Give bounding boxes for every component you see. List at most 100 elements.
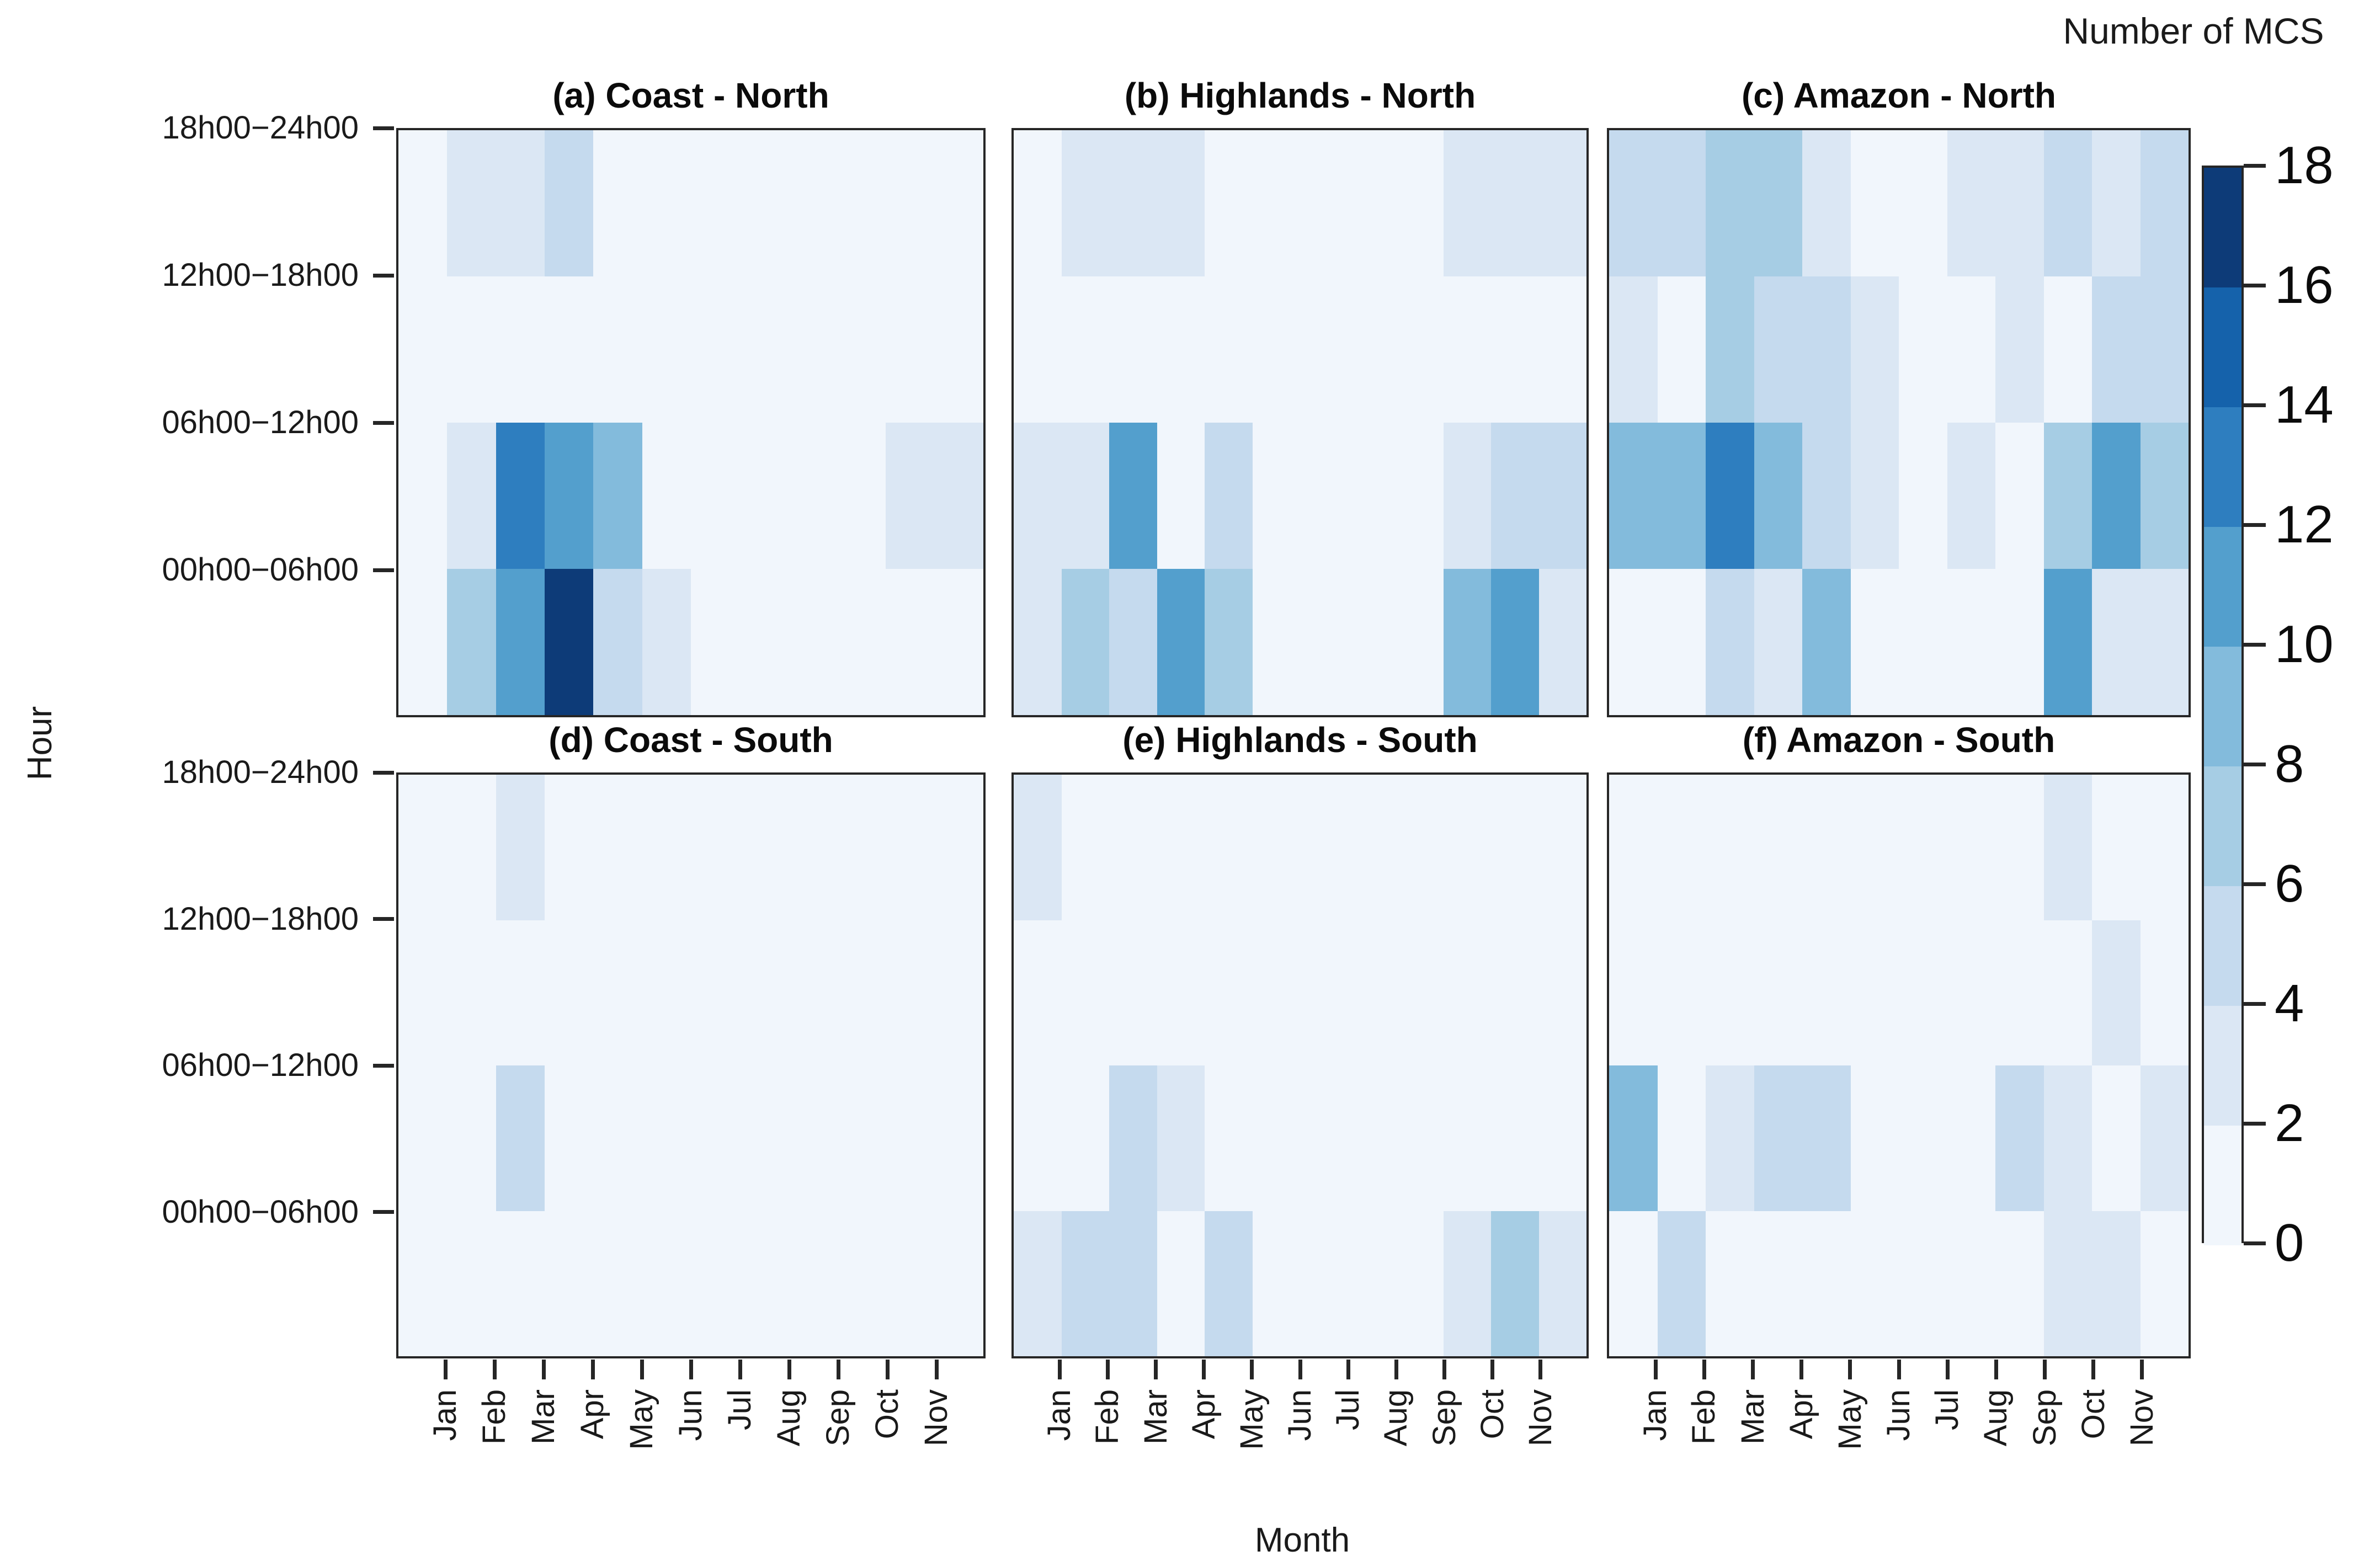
heatmap-cell: [2043, 1065, 2092, 1211]
colorbar-tick: [2244, 1121, 2266, 1126]
colorbar-segment: [2204, 287, 2241, 407]
heatmap-cell: [593, 423, 642, 569]
month-tick: [689, 1360, 693, 1379]
heatmap-cell: [593, 1065, 642, 1211]
colorbar-tick: [2244, 642, 2266, 647]
colorbar-legend: [2202, 166, 2244, 1245]
heatmap-cell: [1252, 920, 1300, 1065]
heatmap-cell: [788, 130, 837, 276]
heatmap-cell: [1850, 423, 1899, 569]
heatmap-cell: [691, 1065, 740, 1211]
heatmap-cell: [2043, 569, 2092, 715]
heatmap-cell: [593, 130, 642, 276]
heatmap-cell: [1802, 920, 1851, 1065]
heatmap-cell: [1947, 276, 1995, 423]
heatmap-cell: [1802, 276, 1851, 423]
heatmap-cell: [934, 1211, 983, 1356]
heatmap-cell: [398, 775, 448, 920]
heatmap-cell: [739, 423, 789, 569]
heatmap-cell: [1061, 130, 1109, 276]
heatmap-cell: [1348, 775, 1396, 920]
heatmap-cell: [1109, 569, 1157, 715]
heatmap-cell: [1348, 276, 1396, 423]
colorbar-tick-label: 10: [2275, 615, 2334, 674]
heatmap-cell: [1157, 423, 1205, 569]
heatmap-cell: [1850, 920, 1899, 1065]
heatmap-cell: [1443, 920, 1491, 1065]
heatmap-cell: [1995, 775, 2044, 920]
heatmap-cell: [447, 276, 496, 423]
month-tick: [1202, 1360, 1206, 1379]
heatmap-cell: [1491, 569, 1539, 715]
heatmap-cell: [2043, 130, 2092, 276]
hour-tick-label: 12h00−18h00: [162, 900, 359, 937]
heatmap-cell: [1657, 130, 1706, 276]
heatmap-cell: [1947, 423, 1995, 569]
heatmap-cell: [1850, 775, 1899, 920]
heatmap-cell: [2092, 920, 2141, 1065]
hour-tick: [373, 770, 394, 775]
colorbar-tick: [2244, 882, 2266, 886]
heatmap-cell: [1491, 423, 1539, 569]
heatmap-cell: [1609, 1211, 1658, 1356]
heatmap-cell: [1850, 1211, 1899, 1356]
month-tick: [2091, 1360, 2096, 1379]
heatmap-cell: [642, 1065, 691, 1211]
heatmap-cell: [1706, 920, 1754, 1065]
heatmap-cell: [642, 1211, 691, 1356]
heatmap-cell: [1205, 569, 1253, 715]
month-tick: [1490, 1360, 1495, 1379]
heatmap-cell: [1443, 1211, 1491, 1356]
heatmap-cell: [1899, 920, 1947, 1065]
month-tick: [1897, 1360, 1901, 1379]
heatmap-cell: [1802, 130, 1851, 276]
heatmap-cell: [788, 276, 837, 423]
heatmap-cell: [1706, 1211, 1754, 1356]
panel-coast-north: [396, 128, 986, 717]
heatmap-cell: [1157, 569, 1205, 715]
heatmap-cell: [496, 130, 545, 276]
month-tick: [1105, 1360, 1110, 1379]
heatmap-cell: [1850, 569, 1899, 715]
heatmap-cell: [642, 130, 691, 276]
month-tick: [1394, 1360, 1398, 1379]
heatmap-cell: [1348, 1065, 1396, 1211]
heatmap-cell: [1899, 1065, 1947, 1211]
heatmap-cell: [398, 1065, 448, 1211]
heatmap-cell: [1947, 920, 1995, 1065]
heatmap-cell: [1109, 920, 1157, 1065]
hour-tick-label: 18h00−24h00: [162, 110, 359, 146]
heatmap-cell: [1205, 423, 1253, 569]
heatmap-cell: [1348, 1211, 1396, 1356]
heatmap-cell: [2140, 130, 2189, 276]
heatmap-cell: [886, 276, 935, 423]
heatmap-cell: [1205, 276, 1253, 423]
heatmap-cell: [1061, 920, 1109, 1065]
heatmap-cell: [593, 569, 642, 715]
heatmap-cell: [837, 1211, 886, 1356]
heatmap-cell: [1899, 775, 1947, 920]
heatmap-cell: [496, 775, 545, 920]
heatmap-cell: [1443, 276, 1491, 423]
panel-title-c: (c) Amazon - North: [1741, 76, 2057, 115]
heatmap-cell: [691, 775, 740, 920]
heatmap-cell: [1205, 1065, 1253, 1211]
heatmap-cell: [1300, 423, 1348, 569]
heatmap-cell: [1491, 276, 1539, 423]
colorbar-segment: [2204, 766, 2241, 886]
month-tick: [1799, 1360, 1804, 1379]
heatmap-cell: [2092, 569, 2141, 715]
heatmap-cell: [447, 130, 496, 276]
heatmap-cell: [739, 920, 789, 1065]
heatmap-cell: [1300, 1211, 1348, 1356]
heatmap-cell: [1157, 775, 1205, 920]
heatmap-cell: [1443, 1065, 1491, 1211]
heatmap-cell: [1109, 423, 1157, 569]
heatmap-cell: [739, 569, 789, 715]
heatmap-cell: [886, 775, 935, 920]
heatmap-cell: [642, 569, 691, 715]
heatmap-cell: [837, 130, 886, 276]
heatmap-cell: [1899, 276, 1947, 423]
heatmap-cell: [398, 1211, 448, 1356]
